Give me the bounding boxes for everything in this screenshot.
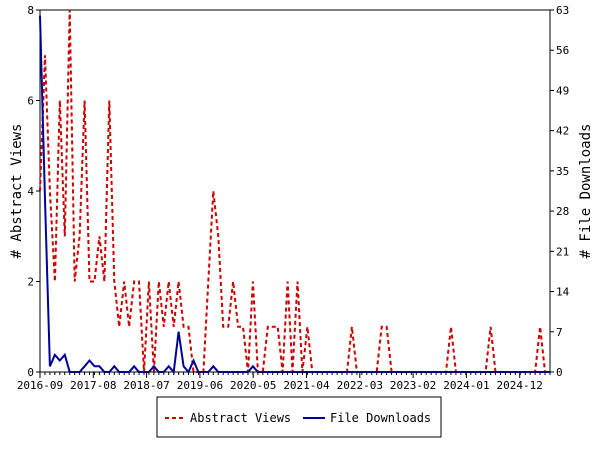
y-right-tick: 0 (550, 366, 563, 379)
legend-label-file-downloads: File Downloads (330, 411, 431, 425)
x-tick: 2016-09 (17, 372, 63, 392)
right-axis: 0 7 14 21 28 35 42 49 56 63 (550, 4, 570, 379)
y-right-tick-label: 63 (556, 4, 569, 17)
y-right-tick-label: 14 (556, 286, 570, 299)
x-tick-label: 2021-04 (283, 379, 330, 392)
y-right-tick-label: 28 (556, 205, 569, 218)
x-tick: 2024-01 (443, 372, 490, 392)
y-right-tick-label: 21 (556, 245, 569, 258)
x-tick: 2018-07 (123, 372, 170, 392)
y-left-tick: 8 (27, 4, 40, 17)
x-tick-label: 2019-06 (177, 379, 223, 392)
y-right-tick-label: 0 (556, 366, 563, 379)
x-tick-label: 2016-09 (17, 379, 63, 392)
series-line-file-downloads (39, 15, 550, 375)
y-right-tick: 21 (550, 245, 569, 258)
y-right-tick: 28 (550, 205, 569, 218)
y-right-tick: 63 (550, 4, 569, 17)
x-tick: 2022-03 (337, 372, 383, 392)
x-tick-label: 2024-01 (443, 379, 489, 392)
x-tick: 2024-12 (497, 372, 543, 392)
y-right-tick: 56 (550, 44, 569, 57)
y-left-tick-label: 8 (27, 4, 34, 17)
y-right-tick: 14 (550, 286, 570, 299)
y-left-tick-label: 0 (27, 366, 34, 379)
y-right-tick: 35 (550, 165, 569, 178)
x-axis: 2016-09 2017-08 2018-07 2019-06 2020-05 2021-… (17, 372, 551, 392)
x-tick-label: 2022-03 (337, 379, 383, 392)
y-left-tick-label: 2 (27, 276, 34, 289)
series-line-abstract-views (39, 9, 550, 373)
x-tick-label: 2020-05 (230, 379, 276, 392)
y-left-tick: 4 (27, 185, 40, 198)
y-right-tick-label: 42 (556, 125, 569, 138)
x-tick-label: 2017-08 (70, 379, 116, 392)
x-tick: 2019-06 (177, 372, 223, 392)
series-layer (39, 9, 550, 375)
legend-label-abstract-views: Abstract Views (190, 411, 291, 425)
y-right-tick-label: 49 (556, 84, 569, 97)
y-left-label: # Abstract Views (9, 124, 25, 259)
y-right-tick-label: 56 (556, 44, 569, 57)
y-right-tick: 7 (550, 326, 563, 339)
x-tick-label: 2024-12 (497, 379, 543, 392)
x-tick: 2023-02 (390, 372, 436, 392)
y-right-tick-label: 35 (556, 165, 569, 178)
y-left-tick-label: 4 (27, 185, 34, 198)
y-right-tick: 42 (550, 125, 569, 138)
x-tick-label: 2023-02 (390, 379, 436, 392)
y-right-tick-label: 7 (556, 326, 563, 339)
legend-box (156, 396, 442, 438)
y-right-tick: 49 (550, 84, 569, 97)
y-right-label: # File Downloads (578, 124, 594, 259)
y-left-tick: 6 (27, 95, 40, 108)
y-left-tick: 2 (27, 276, 40, 289)
x-tick: 2017-08 (70, 372, 116, 392)
y-left-tick-label: 6 (27, 95, 34, 108)
legend: Abstract Views File Downloads (156, 396, 442, 438)
y-left-tick: 0 (27, 366, 40, 379)
x-tick-label: 2018-07 (123, 379, 169, 392)
x-tick: 2020-05 (230, 372, 276, 392)
left-axis: 0 2 4 6 8 (27, 4, 40, 379)
x-tick: 2021-04 (283, 372, 330, 392)
